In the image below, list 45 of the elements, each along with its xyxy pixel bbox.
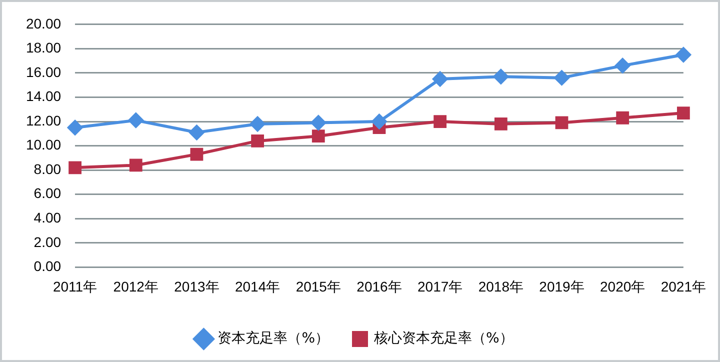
y-tick-label: 0.00	[34, 258, 62, 274]
point	[189, 124, 204, 140]
point	[434, 115, 447, 128]
point	[494, 118, 508, 130]
legend-label: 资本充足率（%）	[218, 330, 330, 347]
y-tick-label: 4.00	[34, 210, 62, 226]
x-tick-label: 2011年	[52, 278, 98, 294]
point	[68, 120, 83, 136]
x-tick-label: 2015年	[296, 278, 341, 294]
x-tick-label: 2013年	[174, 278, 220, 294]
point	[615, 58, 630, 74]
x-tick-label: 2012年	[113, 278, 158, 294]
point	[128, 112, 144, 128]
x-tick-label: 2020年	[600, 278, 646, 294]
x-tick-label: 2018年	[478, 278, 524, 294]
point	[493, 69, 508, 84]
point	[432, 72, 448, 87]
point	[555, 116, 568, 130]
x-tick-label: 2014年	[234, 278, 280, 294]
y-tick-label: 20.00	[26, 15, 62, 32]
point	[372, 114, 387, 130]
point	[68, 161, 82, 174]
y-tick-label: 2.00	[34, 234, 62, 250]
point	[310, 115, 326, 130]
x-tick-label: 2021年	[660, 278, 706, 294]
point	[190, 148, 204, 161]
x-tick-label: 2019年	[539, 278, 584, 294]
y-tick-label: 16.00	[26, 64, 62, 80]
point	[554, 70, 570, 86]
y-tick-label: 10.00	[26, 136, 62, 153]
y-tick-label: 12.00	[26, 112, 62, 128]
legend-label: 核心资本充足率（%）	[373, 330, 514, 347]
point	[676, 106, 690, 120]
point	[312, 130, 325, 143]
x-tick-label: 2016年	[356, 278, 402, 294]
y-tick-label: 18.00	[26, 40, 62, 56]
point	[676, 47, 691, 62]
x-tick-label: 2017年	[417, 278, 463, 294]
point	[251, 134, 264, 148]
y-tick-label: 6.00	[34, 185, 62, 202]
y-tick-label: 8.00	[34, 160, 62, 177]
point	[250, 116, 266, 132]
point	[616, 111, 630, 124]
point	[129, 158, 142, 172]
y-tick-label: 14.00	[26, 88, 62, 104]
